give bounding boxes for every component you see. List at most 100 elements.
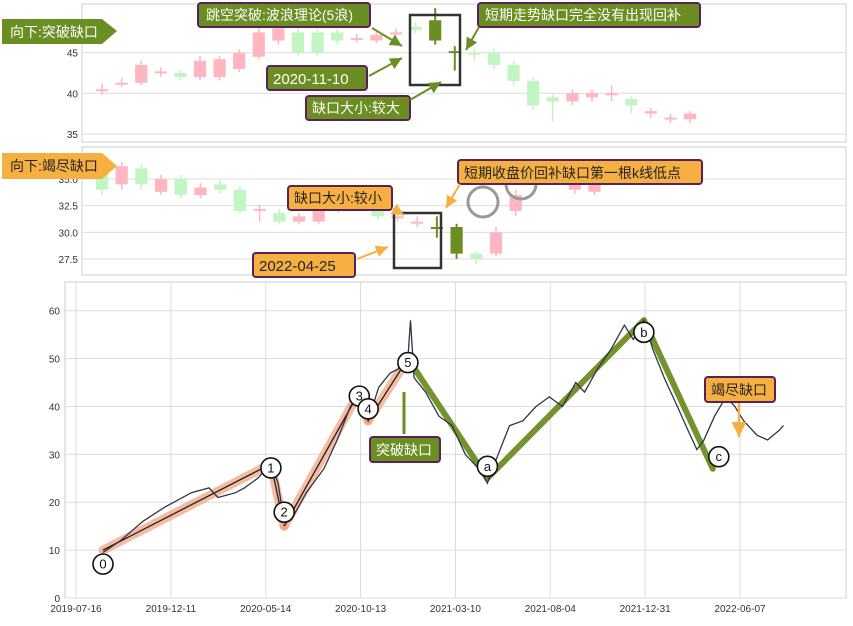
p1-candle-body xyxy=(252,32,265,57)
panel2-tag-text: 向下:竭尽缺口 xyxy=(10,158,98,174)
p1-candle-body xyxy=(448,51,461,54)
p1-candle-body xyxy=(429,20,442,41)
p1-candle-body xyxy=(527,81,540,106)
correction-wave-segment xyxy=(404,355,491,482)
panel2-tag: 向下:竭尽缺口 xyxy=(2,153,117,179)
p2-ytick-label: 32.5 xyxy=(59,202,79,213)
impulse-wave-core xyxy=(102,463,272,551)
p1-candle-body xyxy=(115,82,128,85)
panel2-gap-box xyxy=(392,211,443,270)
wave-marker-c xyxy=(707,445,730,468)
p2-candle-body xyxy=(253,208,266,211)
p1-ytick-label: 35 xyxy=(67,130,79,141)
p1-label-theory: 跳空突破:波浪理论(5浪) xyxy=(197,2,371,28)
p1-candle-body xyxy=(95,89,109,92)
wave-marker-1 xyxy=(260,457,282,479)
p3-xtick-label: 2019-07-16 xyxy=(50,604,102,615)
svg-text:短期收盘价回补缺口第一根k线低点: 短期收盘价回补缺口第一根k线低点 xyxy=(464,165,681,181)
svg-text:突破缺口: 突破缺口 xyxy=(376,442,432,458)
p1-candle-body xyxy=(370,34,383,41)
p1-candle-body xyxy=(233,52,246,69)
wave-label-0: 0 xyxy=(99,557,106,572)
p1-label-size: 缺口大小:较大 xyxy=(305,95,411,121)
p3-ytick-label: 50 xyxy=(49,355,61,366)
p1-arrow-date xyxy=(368,57,403,77)
p3-xtick-label: 2022-06-07 xyxy=(714,604,766,615)
p2-label-fill: 短期收盘价回补缺口第一根k线低点 xyxy=(457,159,703,185)
p2-ytick-label: 30.0 xyxy=(59,228,79,239)
p3-xtick-label: 2020-05-14 xyxy=(240,604,292,615)
wave-label-a: a xyxy=(484,459,492,474)
wave-label-2: 2 xyxy=(281,505,288,520)
p2-arrow-fill xyxy=(445,183,461,209)
p2-candle-body xyxy=(411,221,424,224)
svg-text:缺口大小:较大: 缺口大小:较大 xyxy=(312,100,400,116)
svg-text:2022-04-25: 2022-04-25 xyxy=(259,258,336,275)
p3-ytick-label: 60 xyxy=(49,307,61,318)
p1-candle-body xyxy=(644,111,657,114)
p3-ytick-label: 30 xyxy=(49,450,61,461)
p2-candle-body xyxy=(391,216,404,219)
p1-candle-body xyxy=(331,32,344,41)
p1-candle-body xyxy=(213,59,226,78)
panel1-candles: 35 40 45 xyxy=(67,8,846,141)
svg-text:短期走势缺口完全没有出现回补: 短期走势缺口完全没有出现回补 xyxy=(485,7,681,23)
p1-candle-body xyxy=(174,73,187,78)
p1-label-date: 2020-11-10 xyxy=(266,65,368,91)
wave-marker-0 xyxy=(92,553,114,575)
p1-candle-body xyxy=(664,117,677,120)
wave-label-4: 4 xyxy=(365,401,372,416)
p1-candle-body xyxy=(389,32,403,35)
p2-candle-body xyxy=(115,166,128,185)
p2-label-size: 缺口大小:较小 xyxy=(287,185,393,211)
p2-candle-body xyxy=(154,179,168,192)
p3-xtick-label: 2021-12-31 xyxy=(620,604,672,615)
panel1-tag-text: 向下:突破缺口 xyxy=(10,24,98,40)
p3-ytick-label: 0 xyxy=(54,594,60,605)
wave-marker-4 xyxy=(357,398,379,420)
p2-candle-body xyxy=(214,184,227,190)
p1-arrow-fill xyxy=(465,26,480,51)
p2-ytick-label: 35.0 xyxy=(59,175,79,186)
p1-candle-body xyxy=(683,113,697,120)
p2-label-date: 2022-04-25 xyxy=(252,252,356,278)
p2-candle-body xyxy=(233,189,247,211)
p1-candle-body xyxy=(625,98,638,106)
p1-candle-body xyxy=(605,93,618,96)
p2-candle-body xyxy=(292,216,306,222)
p1-candle-body xyxy=(350,38,363,41)
p3-xtick-label: 2021-03-10 xyxy=(430,604,482,615)
p3-xtick-label: 2021-08-04 xyxy=(525,604,577,615)
p2-candle-body xyxy=(135,168,148,185)
p1-arrow-size xyxy=(409,81,442,101)
p2-candle-body xyxy=(470,253,483,259)
p1-candle-body xyxy=(272,28,285,41)
p2-candle-body xyxy=(312,211,325,222)
correction-wave-segment xyxy=(484,317,647,482)
panel1-tag: 向下:突破缺口 xyxy=(2,19,117,44)
p1-ytick-label: 40 xyxy=(67,89,79,100)
p1-candle-body xyxy=(507,64,520,82)
p1-candle-body xyxy=(311,32,324,53)
wave-marker-5 xyxy=(397,351,419,374)
p2-candle-body xyxy=(568,184,581,190)
wave-marker-a xyxy=(476,455,499,478)
p2-arrow-size xyxy=(390,203,405,216)
p3-label-exhaustion: 竭尽缺口 xyxy=(704,376,776,403)
p3-label-breakaway: 突破缺口 xyxy=(369,436,441,463)
p1-candle-body xyxy=(468,52,481,55)
p2-arrow-date xyxy=(356,245,389,260)
p2-candle-body xyxy=(430,227,444,229)
wave-marker-2 xyxy=(273,501,295,523)
p1-candle-body xyxy=(291,32,305,53)
fill-circle-1 xyxy=(466,185,500,219)
svg-text:2020-11-10: 2020-11-10 xyxy=(273,71,349,88)
p1-candle-body xyxy=(546,97,559,102)
p2-candle-body xyxy=(273,213,286,222)
p1-arrow-theory xyxy=(371,27,403,47)
wave-label-3: 3 xyxy=(356,389,363,404)
p3-ytick-label: 40 xyxy=(49,402,61,413)
p2-candle-body xyxy=(450,227,463,254)
